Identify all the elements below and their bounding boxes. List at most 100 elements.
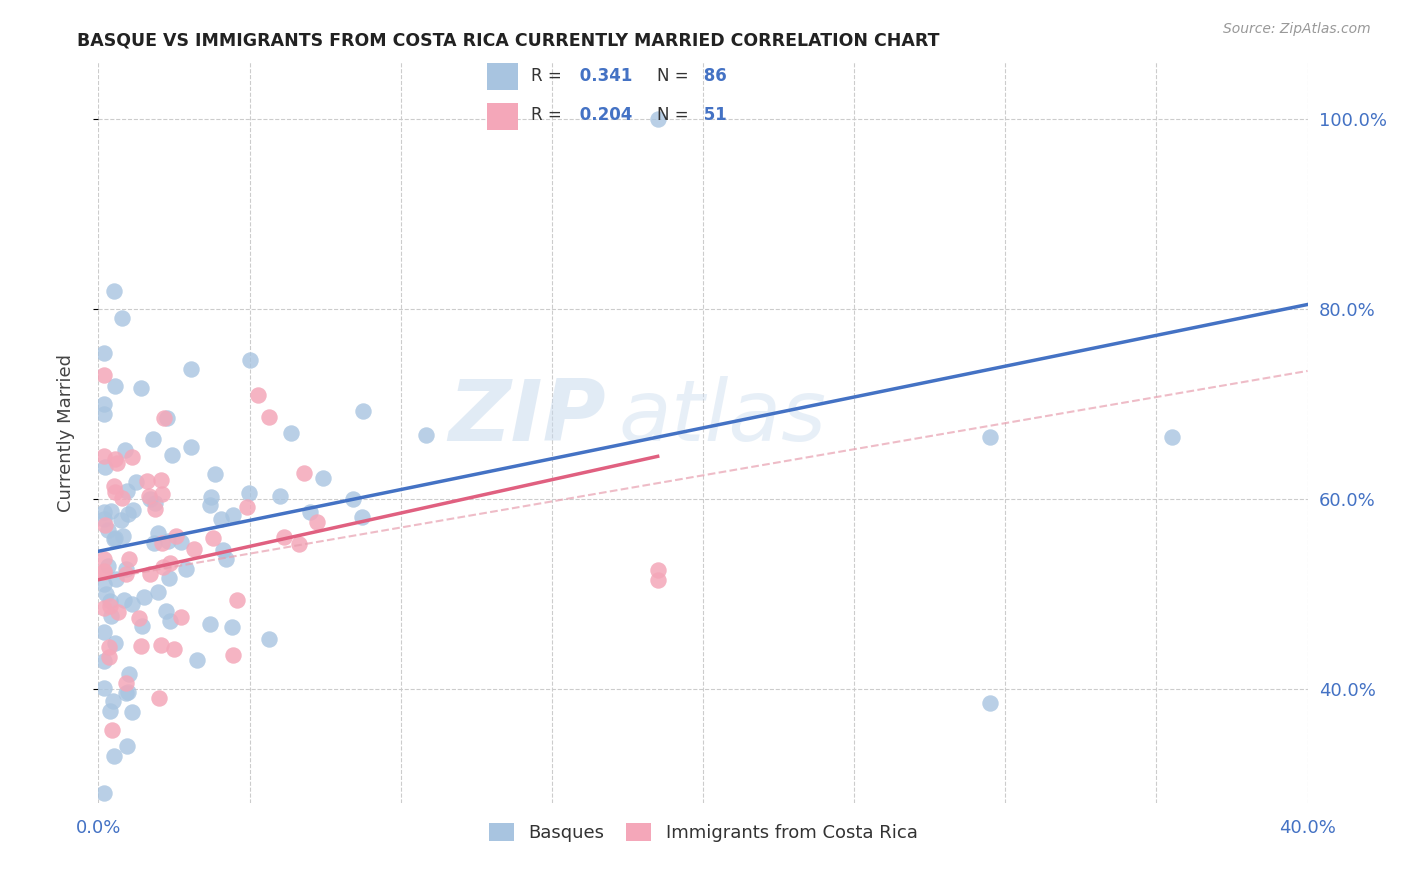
Point (156, 533, 179, 548)
Point (103, 479, 125, 493)
Point (142, 432, 165, 446)
Point (647, 563, 669, 577)
Point (180, 441, 202, 455)
Point (269, 489, 291, 503)
Point (115, 483, 138, 498)
Point (352, 510, 374, 524)
Point (121, 705, 143, 719)
Text: R =: R = (530, 68, 561, 86)
Point (215, 551, 238, 566)
Point (114, 443, 136, 458)
Point (647, 573, 669, 587)
Point (221, 620, 243, 634)
Point (139, 491, 162, 506)
Point (979, 696, 1001, 710)
Point (143, 495, 166, 509)
Point (112, 529, 135, 543)
Point (160, 448, 183, 462)
Point (212, 543, 235, 558)
Text: N =: N = (658, 106, 689, 124)
Point (1160, 430, 1182, 444)
Point (93, 368, 115, 382)
Text: 86: 86 (697, 68, 727, 86)
Point (98, 599, 121, 614)
Point (238, 486, 260, 500)
Point (200, 617, 222, 632)
Point (149, 473, 172, 487)
Point (104, 531, 127, 545)
Point (94, 517, 117, 532)
Point (98, 650, 121, 665)
Point (273, 530, 295, 544)
Point (96, 586, 118, 600)
Point (163, 641, 186, 656)
Point (165, 529, 187, 543)
Point (93, 624, 115, 639)
Text: BASQUE VS IMMIGRANTS FROM COSTA RICA CURRENTLY MARRIED CORRELATION CHART: BASQUE VS IMMIGRANTS FROM COSTA RICA CUR… (77, 31, 939, 49)
Point (93, 346, 115, 360)
Point (104, 379, 127, 393)
Point (121, 450, 143, 465)
Point (124, 475, 146, 490)
Point (100, 723, 122, 738)
Point (93, 786, 115, 800)
Point (128, 611, 150, 625)
Point (352, 404, 374, 418)
Point (117, 552, 139, 566)
Point (342, 491, 364, 506)
Point (117, 684, 139, 698)
Point (183, 542, 205, 557)
Text: 0.341: 0.341 (574, 68, 633, 86)
Point (305, 515, 328, 529)
Point (111, 491, 134, 506)
Point (155, 604, 177, 618)
Point (122, 503, 145, 517)
Point (100, 504, 122, 518)
Point (152, 559, 174, 574)
Point (239, 352, 262, 367)
Point (157, 571, 180, 585)
Point (257, 632, 280, 646)
Point (94, 460, 117, 475)
Point (198, 498, 221, 512)
Point (93, 564, 115, 578)
Y-axis label: Currently Married: Currently Married (56, 353, 75, 512)
Point (204, 467, 226, 481)
Point (159, 556, 181, 570)
Point (98, 594, 121, 608)
Point (100, 609, 122, 624)
Point (148, 525, 170, 540)
Point (115, 739, 138, 753)
Point (225, 592, 247, 607)
Point (222, 508, 245, 522)
Point (101, 694, 124, 708)
Point (129, 381, 152, 395)
Point (93, 681, 115, 695)
Point (150, 638, 173, 652)
Point (150, 536, 173, 550)
Point (169, 535, 191, 549)
Point (114, 593, 136, 607)
Point (287, 537, 309, 551)
Point (222, 648, 245, 662)
Point (134, 590, 156, 604)
Point (118, 667, 141, 681)
Point (117, 507, 139, 521)
Point (159, 614, 181, 628)
Point (148, 690, 170, 705)
Point (107, 605, 129, 619)
Point (139, 567, 162, 582)
Text: Source: ZipAtlas.com: Source: ZipAtlas.com (1223, 22, 1371, 37)
Point (93, 505, 115, 519)
Point (93, 654, 115, 668)
Point (105, 572, 128, 586)
Point (93, 577, 115, 591)
Point (200, 490, 222, 504)
Point (98, 704, 121, 718)
Point (111, 310, 134, 325)
Point (246, 388, 269, 402)
Point (97, 559, 120, 574)
Point (104, 451, 127, 466)
Point (104, 636, 127, 650)
Point (153, 410, 176, 425)
